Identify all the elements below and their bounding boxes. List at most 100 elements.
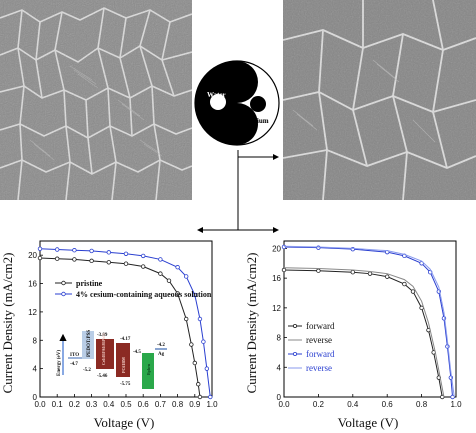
inset-y-label: Energy (eV) bbox=[57, 350, 62, 376]
left-x-tick-label: 0.7 bbox=[155, 400, 167, 409]
left-x-tick-label: 0.0 bbox=[34, 400, 46, 409]
right-y-axis-title: Current Density (mA/cm2) bbox=[244, 253, 259, 394]
left-legend: pristine 4% cesium-containing aqueous so… bbox=[55, 279, 212, 299]
left-series-0-point bbox=[89, 258, 94, 264]
left-y-tick-label: 0 bbox=[33, 393, 38, 402]
legend-marker-cesium bbox=[61, 291, 66, 297]
right-y-tick-label: 20 bbox=[272, 244, 281, 253]
left-series-1-point bbox=[37, 246, 43, 251]
left-series-0-point bbox=[175, 291, 180, 296]
right-series-1-line bbox=[283, 267, 445, 398]
left-y-tick-label: 16 bbox=[28, 280, 37, 289]
left-y-tick-label: 12 bbox=[28, 308, 37, 317]
left-series-0-point bbox=[37, 255, 43, 261]
inset-pcbm-top: -4.17 bbox=[120, 337, 131, 342]
left-series-0-point bbox=[72, 257, 77, 262]
inset-bphen-level: -4.5 bbox=[133, 350, 141, 355]
legend-label-pristine: pristine bbox=[76, 279, 103, 288]
cesium-label: Cesium bbox=[246, 117, 269, 125]
inset-pedot-level: -5.2 bbox=[83, 368, 91, 373]
right-legend: forward reverse forward reverse bbox=[288, 321, 335, 373]
inset-bphen-bar bbox=[142, 353, 154, 389]
left-series-1-point bbox=[158, 257, 163, 262]
left-x-tick-label: 1.0 bbox=[206, 400, 218, 409]
inset-perovskite-bar bbox=[96, 339, 114, 369]
left-y-tick-label: 4 bbox=[33, 365, 38, 374]
inset-ag-level: -4.2 bbox=[157, 343, 165, 348]
left-series-0-point bbox=[196, 382, 201, 387]
right-series-0-point bbox=[440, 394, 445, 400]
legend-label-reverse-2: reverse bbox=[306, 363, 332, 373]
left-series-0-point bbox=[192, 360, 197, 366]
left-y-tick-label: 8 bbox=[33, 336, 38, 345]
inset-pcbm-bar bbox=[116, 343, 130, 377]
left-series-1-point bbox=[208, 394, 213, 400]
left-x-tick-label: 0.9 bbox=[189, 400, 201, 409]
left-series-1-point bbox=[140, 253, 146, 259]
left-series-0-point bbox=[166, 278, 172, 283]
left-y-axis-title: Current Density (mA/cm2) bbox=[0, 253, 15, 394]
left-series-1-point bbox=[175, 265, 180, 270]
left-series-1-point bbox=[183, 274, 189, 279]
left-series-1-point bbox=[55, 247, 60, 252]
left-plot-area: 0.0 0.1 0.2 0.3 0.4 0.5 0.6 0.7 0.8 0.9 1.0 0 4 8 12 16… bbox=[28, 240, 218, 409]
right-y-tick-label: 8 bbox=[277, 334, 282, 343]
jv-chart-left: Current Density (mA/cm2) Voltage (V) 0.0… bbox=[0, 240, 218, 430]
right-y-tick-label: 4 bbox=[277, 363, 282, 372]
left-series-1-point bbox=[201, 339, 206, 344]
right-series-2-point bbox=[450, 394, 455, 400]
left-series-0-point bbox=[140, 264, 146, 269]
sem-image-cesium bbox=[283, 0, 476, 200]
inset-pcbm-bottom: -5.75 bbox=[120, 382, 131, 387]
left-y-tick-label: 20 bbox=[28, 251, 37, 260]
left-x-tick-label: 0.1 bbox=[52, 400, 64, 409]
inset-perovskite-top: -3.89 bbox=[97, 333, 108, 338]
left-x-tick-label: 0.8 bbox=[172, 400, 184, 409]
left-series-0-point bbox=[158, 271, 163, 276]
left-x-tick-label: 0.4 bbox=[103, 400, 115, 409]
legend-marker-pristine bbox=[61, 280, 66, 286]
right-series-0-point bbox=[367, 271, 373, 276]
right-plot-frame bbox=[283, 240, 457, 398]
right-x-tick-label: 0.6 bbox=[382, 400, 394, 409]
left-series-1-point bbox=[192, 292, 197, 298]
inset-perovskite-bottom: -5.46 bbox=[97, 374, 108, 379]
legend-label-reverse-1: reverse bbox=[306, 335, 332, 345]
right-plot-area: 0.0 0.2 0.4 0.6 0.8 1.0 0 4 8 12 16 20 bbox=[272, 240, 462, 409]
left-series-0-point bbox=[106, 260, 111, 265]
right-series-0-point bbox=[402, 281, 407, 287]
right-series-2-point bbox=[281, 244, 287, 250]
left-series-0-point bbox=[123, 261, 129, 266]
cesium-dot bbox=[250, 96, 266, 112]
right-y-tick-label: 12 bbox=[272, 304, 281, 313]
left-x-axis-title: Voltage (V) bbox=[94, 415, 155, 430]
right-x-tick-label: 0.0 bbox=[278, 400, 290, 409]
right-series-0-point bbox=[281, 267, 287, 273]
right-y-tick-label: 16 bbox=[272, 274, 281, 283]
legend-label-forward-2: forward bbox=[306, 349, 335, 359]
inset-ito-level: -4.7 bbox=[70, 362, 78, 367]
right-series-2-line bbox=[283, 246, 454, 398]
left-series-1-point bbox=[89, 248, 94, 254]
jv-chart-right: Current Density (mA/cm2) Voltage (V) 0.0… bbox=[244, 240, 462, 430]
right-x-tick-label: 0.4 bbox=[347, 400, 359, 409]
right-x-axis-title: Voltage (V) bbox=[338, 415, 399, 430]
inset-pedot-name: PEDOT:PSS bbox=[87, 330, 92, 357]
energy-level-inset: Energy (eV) ITO -4.7 PEDOT:PSS -5.2 -3.8… bbox=[57, 330, 167, 389]
left-series-1-point bbox=[106, 250, 111, 255]
right-series-0-point bbox=[350, 270, 355, 275]
legend-marker-forward-2 bbox=[293, 352, 298, 357]
left-series-0-point bbox=[197, 394, 203, 400]
right-series-0-point bbox=[410, 289, 416, 294]
right-series-0-point bbox=[384, 274, 390, 279]
legend-label-forward-1: forward bbox=[306, 321, 335, 331]
inset-ag-name: Ag bbox=[158, 352, 165, 357]
left-x-tick-label: 0.5 bbox=[120, 400, 132, 409]
inset-ito-name: ITO bbox=[70, 353, 79, 358]
legend-marker-forward-1 bbox=[293, 324, 298, 329]
right-x-tick-label: 0.2 bbox=[313, 400, 325, 409]
yin-yang-symbol bbox=[194, 60, 280, 146]
left-series-1-point bbox=[72, 248, 77, 253]
water-dot bbox=[210, 94, 226, 110]
left-x-tick-label: 0.2 bbox=[69, 400, 81, 409]
